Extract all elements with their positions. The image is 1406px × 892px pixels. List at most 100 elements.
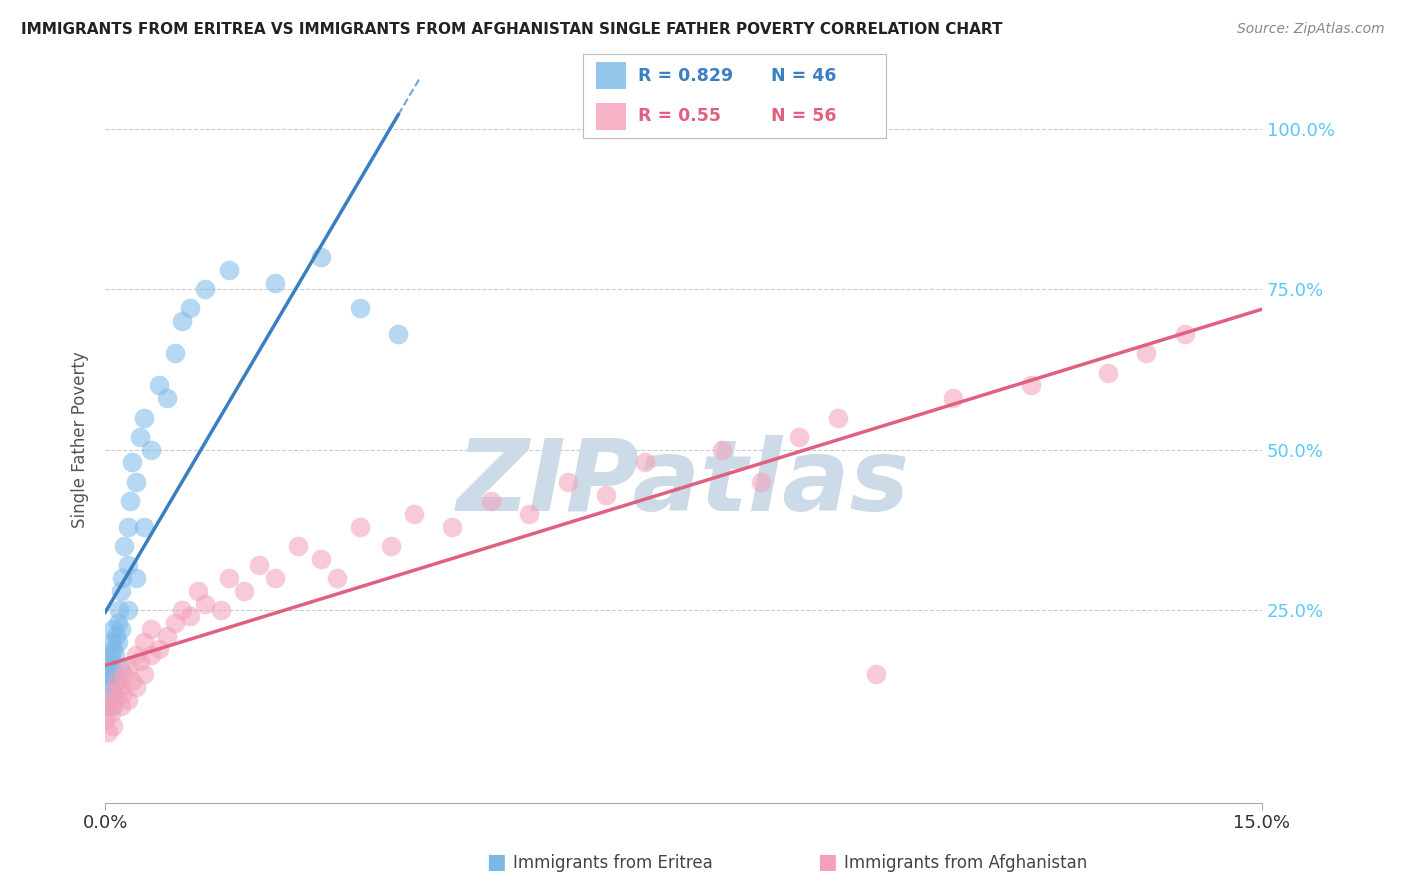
Bar [596, 62, 626, 89]
Point [1019, 378, 1042, 392]
Point [125, 648, 148, 662]
Point [117, 558, 139, 573]
Point [129, 430, 152, 444]
Point [129, 654, 152, 668]
Point [1135, 346, 1157, 360]
Text: R = 0.829: R = 0.829 [638, 67, 733, 85]
Point [110, 583, 132, 598]
Point [118, 494, 141, 508]
Point [148, 641, 170, 656]
Point [110, 661, 132, 675]
Point [380, 539, 402, 553]
Point [711, 442, 734, 457]
Point [132, 667, 155, 681]
Point [749, 475, 772, 489]
Point [110, 680, 132, 694]
Point [101, 641, 124, 656]
Point [114, 539, 136, 553]
Point [187, 583, 209, 598]
Bar [596, 103, 626, 130]
Point [98, 699, 121, 714]
Point [132, 410, 155, 425]
Point [218, 571, 240, 585]
Point [942, 392, 965, 406]
Point [787, 430, 810, 444]
Text: ■: ■ [817, 853, 837, 872]
Point [194, 597, 217, 611]
Point [595, 487, 617, 501]
Point [96, 699, 118, 714]
Point [1097, 366, 1119, 380]
Point [156, 392, 179, 406]
Point [111, 571, 134, 585]
Point [96, 725, 118, 739]
Point [105, 673, 128, 688]
Point [233, 583, 256, 598]
Point [263, 571, 285, 585]
Point [110, 623, 132, 637]
Point [827, 410, 849, 425]
Point [163, 615, 186, 630]
Point [865, 667, 887, 681]
Text: ZIPatlas: ZIPatlas [457, 435, 910, 532]
Text: Source: ZipAtlas.com: Source: ZipAtlas.com [1237, 22, 1385, 37]
Point [194, 282, 217, 296]
Point [108, 603, 131, 617]
Text: R = 0.55: R = 0.55 [638, 107, 721, 125]
Point [117, 603, 139, 617]
Point [218, 263, 240, 277]
Text: N = 56: N = 56 [770, 107, 837, 125]
Point [98, 654, 121, 668]
Point [141, 623, 163, 637]
Point [103, 686, 125, 700]
Text: N = 46: N = 46 [770, 67, 837, 85]
Point [179, 301, 201, 316]
Point [101, 718, 124, 732]
Point [97, 673, 120, 688]
Point [105, 673, 128, 688]
Point [163, 346, 186, 360]
Point [634, 455, 657, 469]
Point [101, 635, 124, 649]
Point [349, 301, 371, 316]
Point [249, 558, 271, 573]
Point [156, 629, 179, 643]
Text: IMMIGRANTS FROM ERITREA VS IMMIGRANTS FROM AFGHANISTAN SINGLE FATHER POVERTY COR: IMMIGRANTS FROM ERITREA VS IMMIGRANTS FR… [21, 22, 1002, 37]
Point [179, 609, 201, 624]
Point [148, 378, 170, 392]
Point [479, 494, 502, 508]
Point [125, 680, 148, 694]
Point [100, 648, 122, 662]
Point [101, 686, 124, 700]
Point [141, 648, 163, 662]
Point [287, 539, 309, 553]
Point [101, 699, 124, 714]
Point [114, 667, 136, 681]
Point [121, 673, 143, 688]
Point [557, 475, 579, 489]
Point [263, 276, 285, 290]
Point [117, 661, 139, 675]
Point [517, 507, 540, 521]
Point [111, 686, 134, 700]
Point [100, 661, 122, 675]
Point [110, 699, 132, 714]
Point [94, 667, 117, 681]
Point [1174, 327, 1197, 342]
Point [441, 519, 464, 533]
Point [132, 635, 155, 649]
Point [349, 519, 371, 533]
Point [104, 648, 127, 662]
Point [105, 629, 128, 643]
Text: Immigrants from Eritrea: Immigrants from Eritrea [513, 855, 713, 872]
Point [101, 623, 124, 637]
Point [209, 603, 232, 617]
Text: Immigrants from Afghanistan: Immigrants from Afghanistan [844, 855, 1087, 872]
Point [98, 680, 121, 694]
Point [309, 250, 332, 264]
Point [309, 551, 332, 566]
Point [132, 519, 155, 533]
Point [325, 571, 347, 585]
Point [117, 693, 139, 707]
Point [402, 507, 425, 521]
